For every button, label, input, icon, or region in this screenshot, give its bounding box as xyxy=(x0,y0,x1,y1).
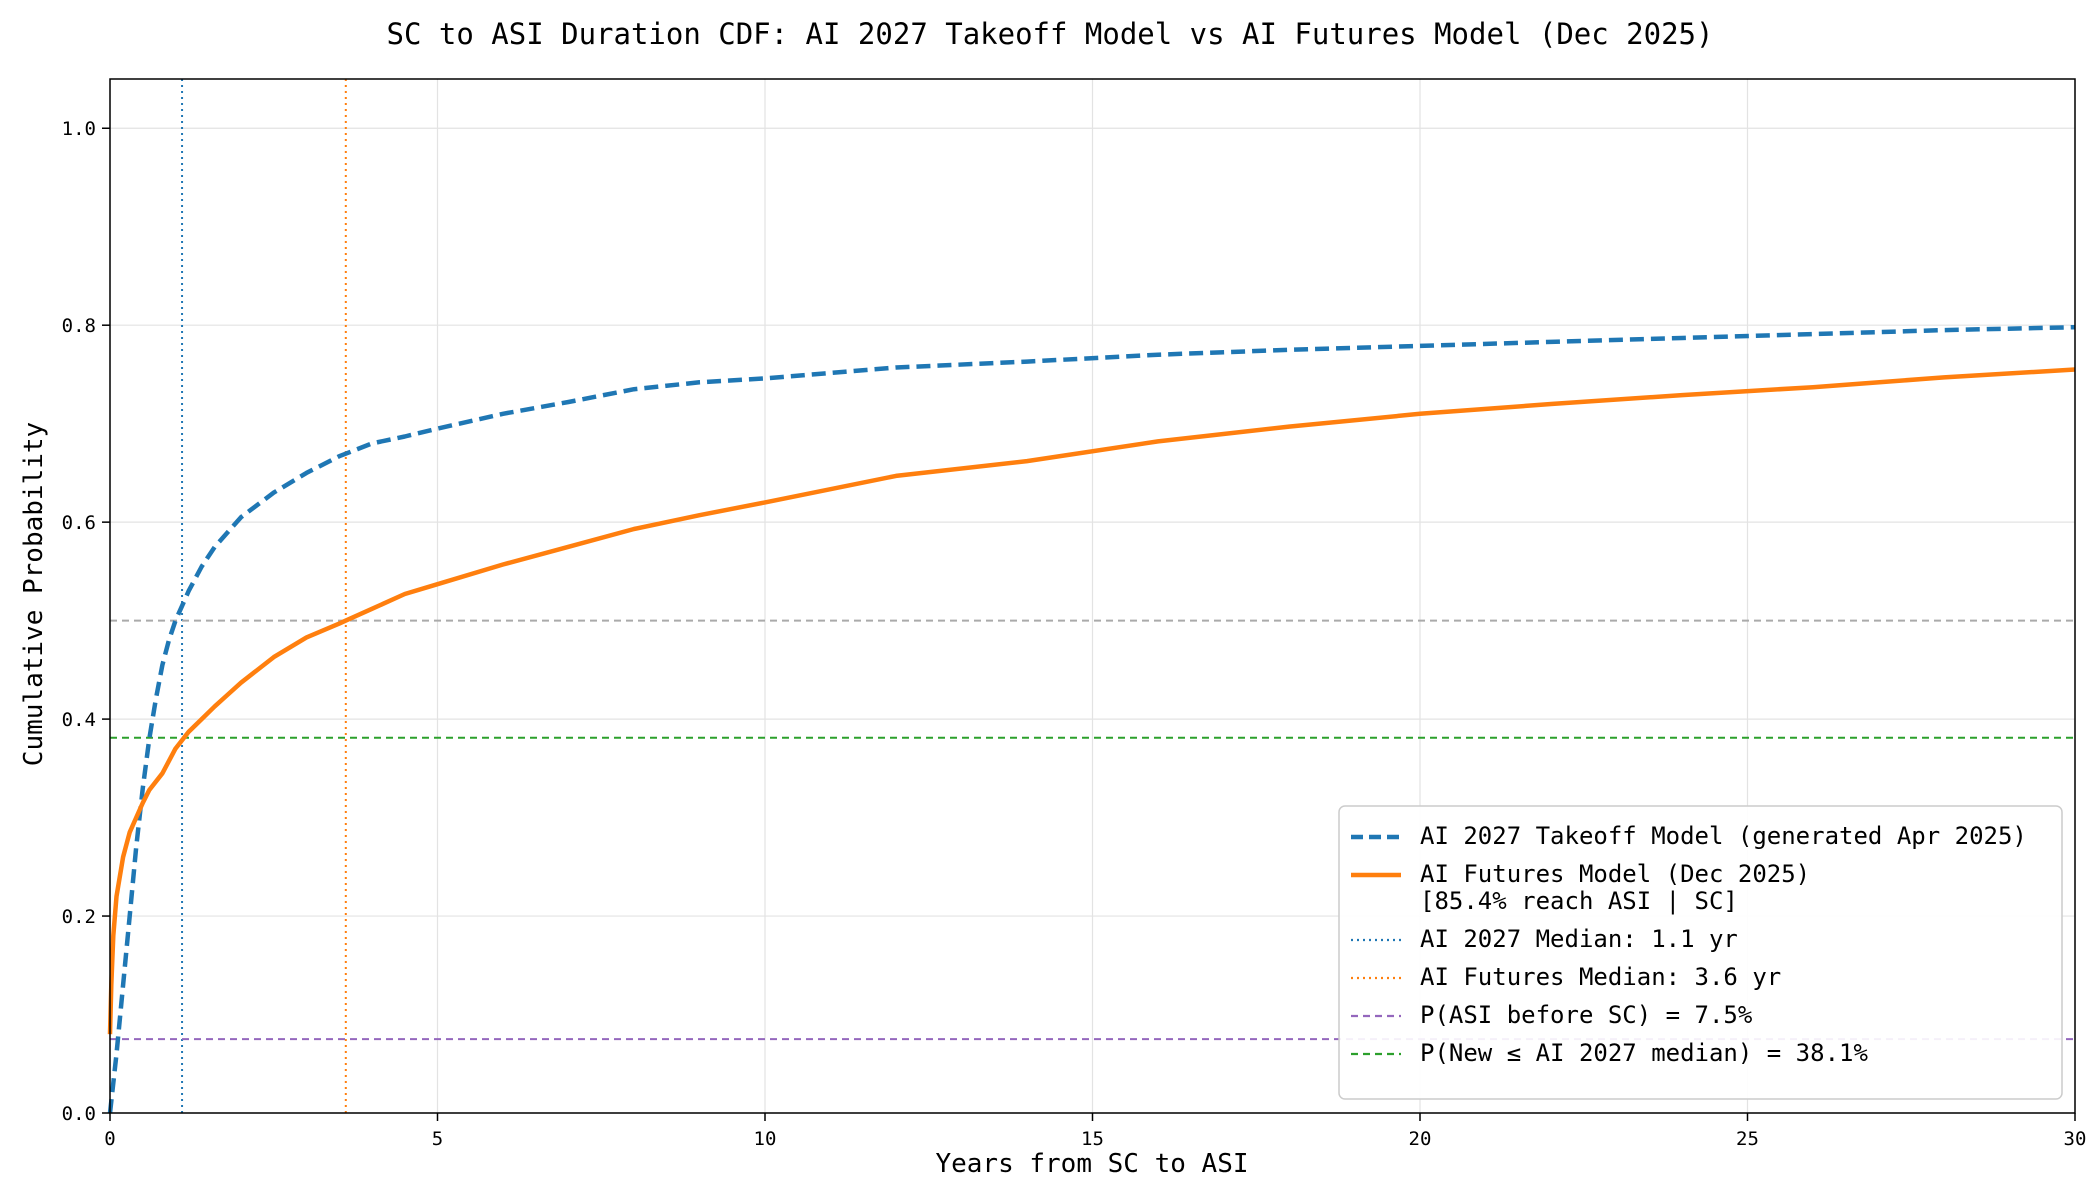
y-tick-label: 0.8 xyxy=(62,315,96,337)
legend-label: P(ASI before SC) = 7.5% xyxy=(1420,1001,1753,1029)
axis-ticks: 0 5 10 15 20 25 30 0.0 0.2 0.4 0.6 0.8 1.0 xyxy=(62,118,2087,1150)
x-tick-label: 25 xyxy=(1736,1128,1759,1150)
legend-label: P(New ≤ AI 2027 median) = 38.1% xyxy=(1420,1039,1868,1067)
y-tick-label: 0.4 xyxy=(62,709,96,731)
x-tick-label: 10 xyxy=(754,1128,777,1150)
series-line-1 xyxy=(107,324,2076,1114)
y-tick-label: 0.6 xyxy=(62,512,96,534)
series-line-2 xyxy=(107,367,2076,1035)
y-tick-label: 1.0 xyxy=(62,118,96,140)
legend-label: AI Futures Median: 3.6 yr xyxy=(1420,963,1781,991)
data-series xyxy=(107,324,2076,1114)
chart-title: SC to ASI Duration CDF: AI 2027 Takeoff … xyxy=(387,17,1714,51)
x-tick-label: 20 xyxy=(1409,1128,1432,1150)
legend: AI 2027 Takeoff Model (generated Apr 202… xyxy=(1338,805,2063,1100)
grid-lines xyxy=(109,79,2076,1114)
legend-label: AI 2027 Median: 1.1 yr xyxy=(1420,925,1738,953)
x-tick-label: 0 xyxy=(104,1128,115,1150)
x-tick-label: 15 xyxy=(1081,1128,1104,1150)
legend-label: AI 2027 Takeoff Model (generated Apr 202… xyxy=(1420,822,2027,850)
y-tick-label: 0.0 xyxy=(62,1103,96,1125)
y-axis-label: Cumulative Probability xyxy=(19,422,49,766)
x-axis-label: Years from SC to ASI xyxy=(935,1149,1248,1179)
legend-label: AI Futures Model (Dec 2025) [85.4% reach … xyxy=(1420,860,1810,915)
x-tick-label: 30 xyxy=(2064,1128,2087,1150)
y-tick-label: 0.2 xyxy=(62,906,96,928)
x-tick-label: 5 xyxy=(432,1128,443,1150)
legend-box xyxy=(1338,805,2063,1100)
